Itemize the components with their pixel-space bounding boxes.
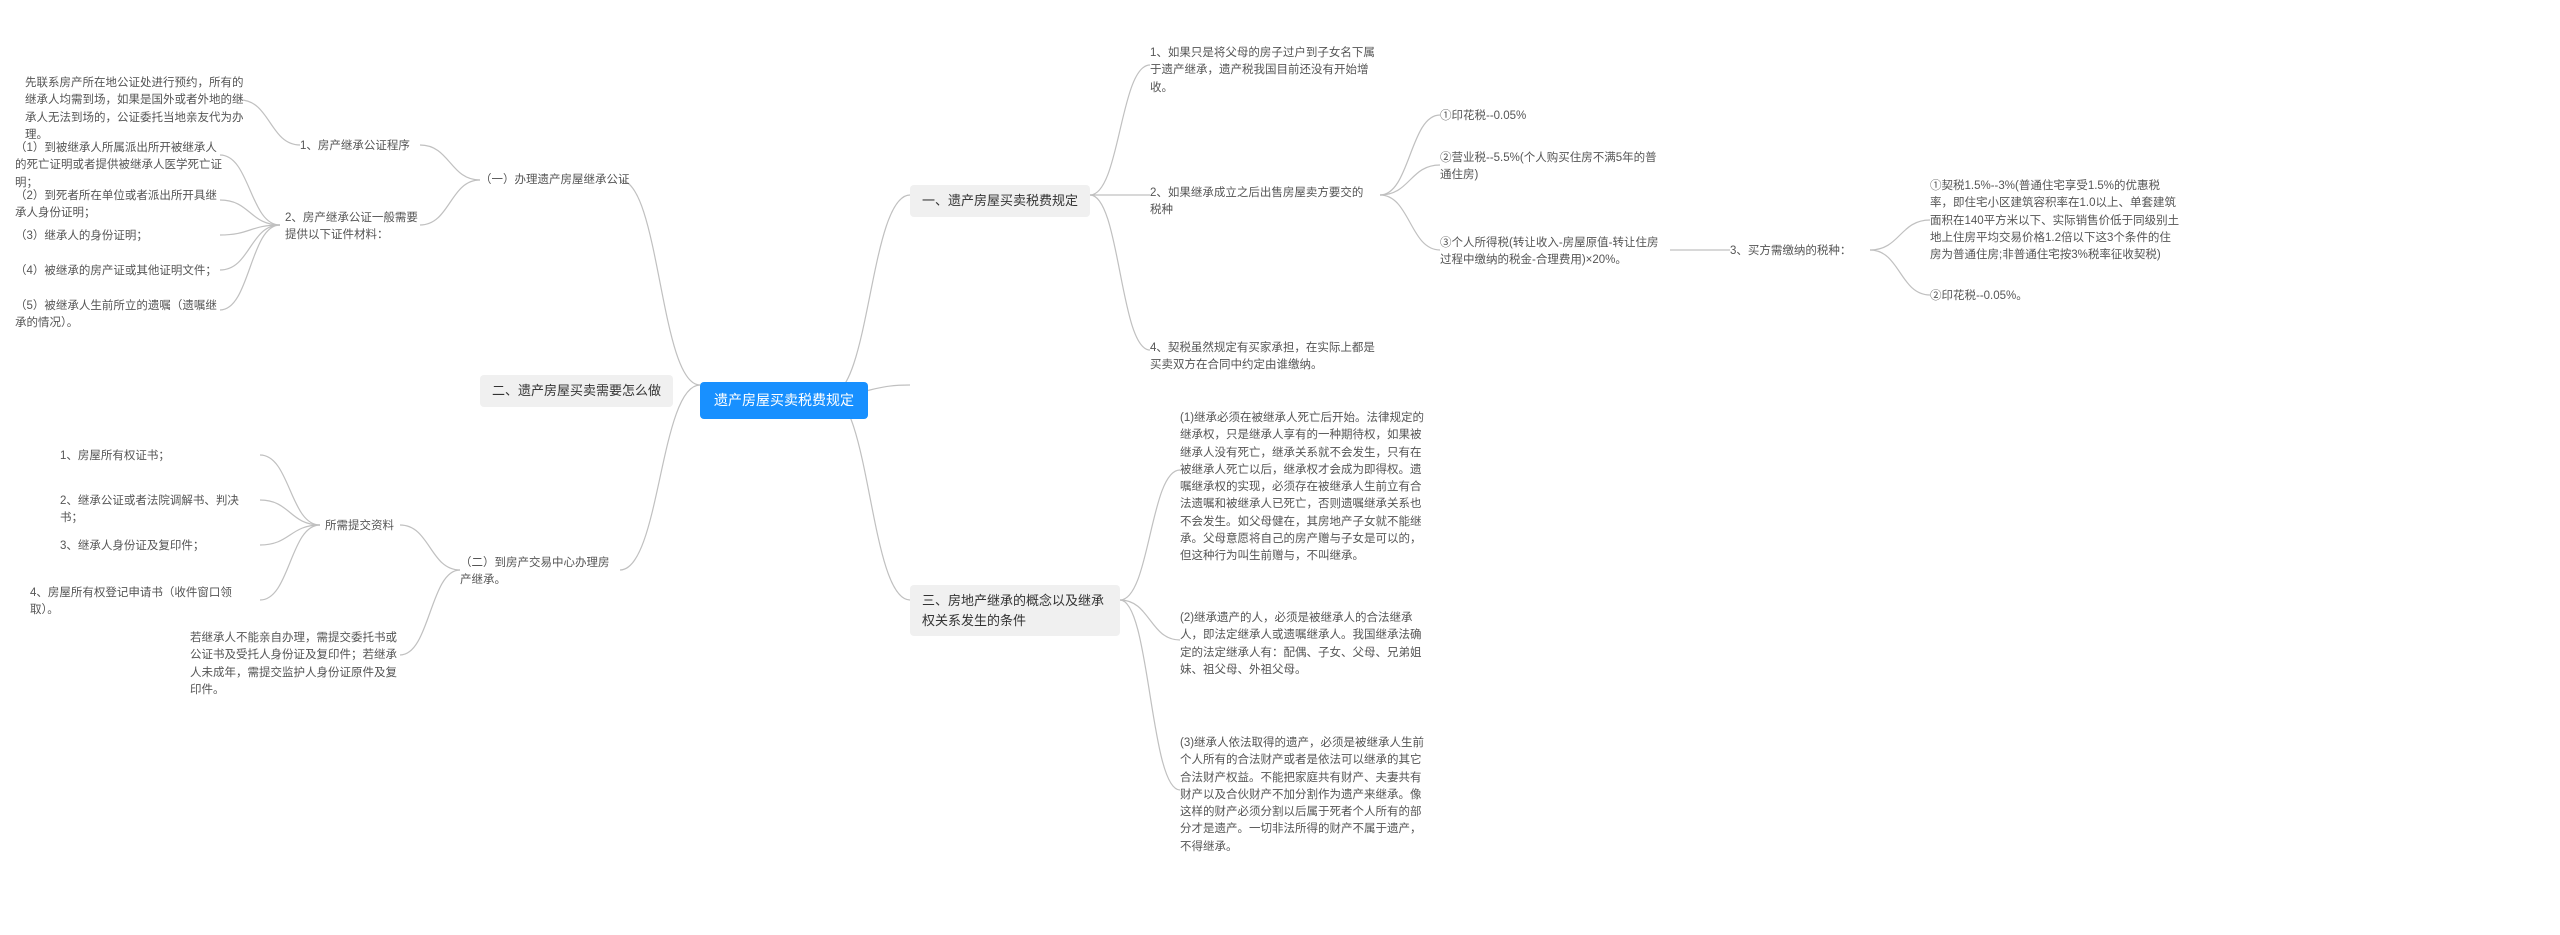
section2-sub1-p2-title: 2、房产继承公证一般需要提供以下证件材料： — [285, 210, 425, 245]
section3-item3: (3)继承人依法取得的遗产，必须是被继承人生前个人所有的合法财产或者是依法可以继… — [1180, 735, 1430, 856]
section1-item1: 1、如果只是将父母的房子过户到子女名下属于遗产继承，遗产税我国目前还没有开始增收… — [1150, 45, 1380, 97]
section2-material4: 4、房屋所有权登记申请书（收件窗口领取）。 — [30, 585, 260, 620]
section3-title[interactable]: 三、房地产继承的概念以及继承权关系发生的条件 — [910, 585, 1120, 636]
section2-sub1-title: （一）办理遗产房屋继承公证 — [480, 172, 630, 189]
section2-sub2-materials-title: 所需提交资料 — [325, 518, 394, 535]
section2-sub2-title: （二）到房产交易中心办理房产继承。 — [460, 555, 620, 590]
section1-i2-sub2: ②营业税--5.5%(个人购买住房不满5年的普通住房) — [1440, 150, 1660, 185]
section2-doc1: （1）到被继承人所属派出所开被继承人的死亡证明或者提供被继承人医学死亡证明； — [15, 140, 225, 192]
section3-item2: (2)继承遗产的人，必须是被继承人的合法继承人，即法定继承人或遗嘱继承人。我国继… — [1180, 610, 1430, 679]
section1-i3: 3、买方需缴纳的税种： — [1730, 243, 1851, 260]
section1-item4: 4、契税虽然规定有买家承担，在实际上都是买卖双方在合同中约定由谁缴纳。 — [1150, 340, 1380, 375]
section2-doc3: （3）继承人的身份证明； — [15, 228, 148, 245]
section2-doc2: （2）到死者所在单位或者派出所开具继承人身份证明； — [15, 188, 225, 223]
section2-doc4: （4）被继承的房产证或其他证明文件； — [15, 263, 217, 280]
section2-sub1-p1-title: 1、房产继承公证程序 — [300, 138, 410, 155]
section3-item1: (1)继承必须在被继承人死亡后开始。法律规定的继承权，只是继承人享有的一种期待权… — [1180, 410, 1430, 565]
section1-i2-sub1: ①印花税--0.05% — [1440, 108, 1526, 125]
section2-sub1-p1-text: 先联系房产所在地公证处进行预约，所有的继承人均需到场，如果是国外或者外地的继承人… — [25, 75, 245, 144]
section2-title[interactable]: 二、遗产房屋买卖需要怎么做 — [480, 375, 673, 407]
section1-i3-sub1: ①契税1.5%--3%(普通住宅享受1.5%的优惠税率，即住宅小区建筑容积率在1… — [1930, 178, 2180, 264]
section1-i2-sub3: ③个人所得税(转让收入-房屋原值-转让住房过程中缴纳的税金-合理费用)×20%。 — [1440, 235, 1665, 270]
root-node[interactable]: 遗产房屋买卖税费规定 — [700, 382, 868, 419]
section2-material3: 3、继承人身份证及复印件； — [60, 538, 204, 555]
section2-doc5: （5）被继承人生前所立的遗嘱（遗嘱继承的情况）。 — [15, 298, 225, 333]
section1-i3-sub2: ②印花税--0.05%。 — [1930, 288, 2028, 305]
section1-title[interactable]: 一、遗产房屋买卖税费规定 — [910, 185, 1090, 217]
section2-material2: 2、继承公证或者法院调解书、判决书； — [60, 493, 260, 528]
section2-sub2-note: 若继承人不能亲自办理，需提交委托书或公证书及受托人身份证及复印件；若继承人未成年… — [190, 630, 405, 699]
section2-material1: 1、房屋所有权证书； — [60, 448, 170, 465]
section1-item2: 2、如果继承成立之后出售房屋卖方要交的税种 — [1150, 185, 1370, 220]
